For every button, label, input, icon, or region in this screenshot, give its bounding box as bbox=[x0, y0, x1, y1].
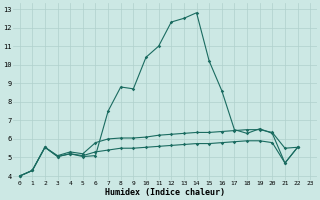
X-axis label: Humidex (Indice chaleur): Humidex (Indice chaleur) bbox=[105, 188, 225, 197]
